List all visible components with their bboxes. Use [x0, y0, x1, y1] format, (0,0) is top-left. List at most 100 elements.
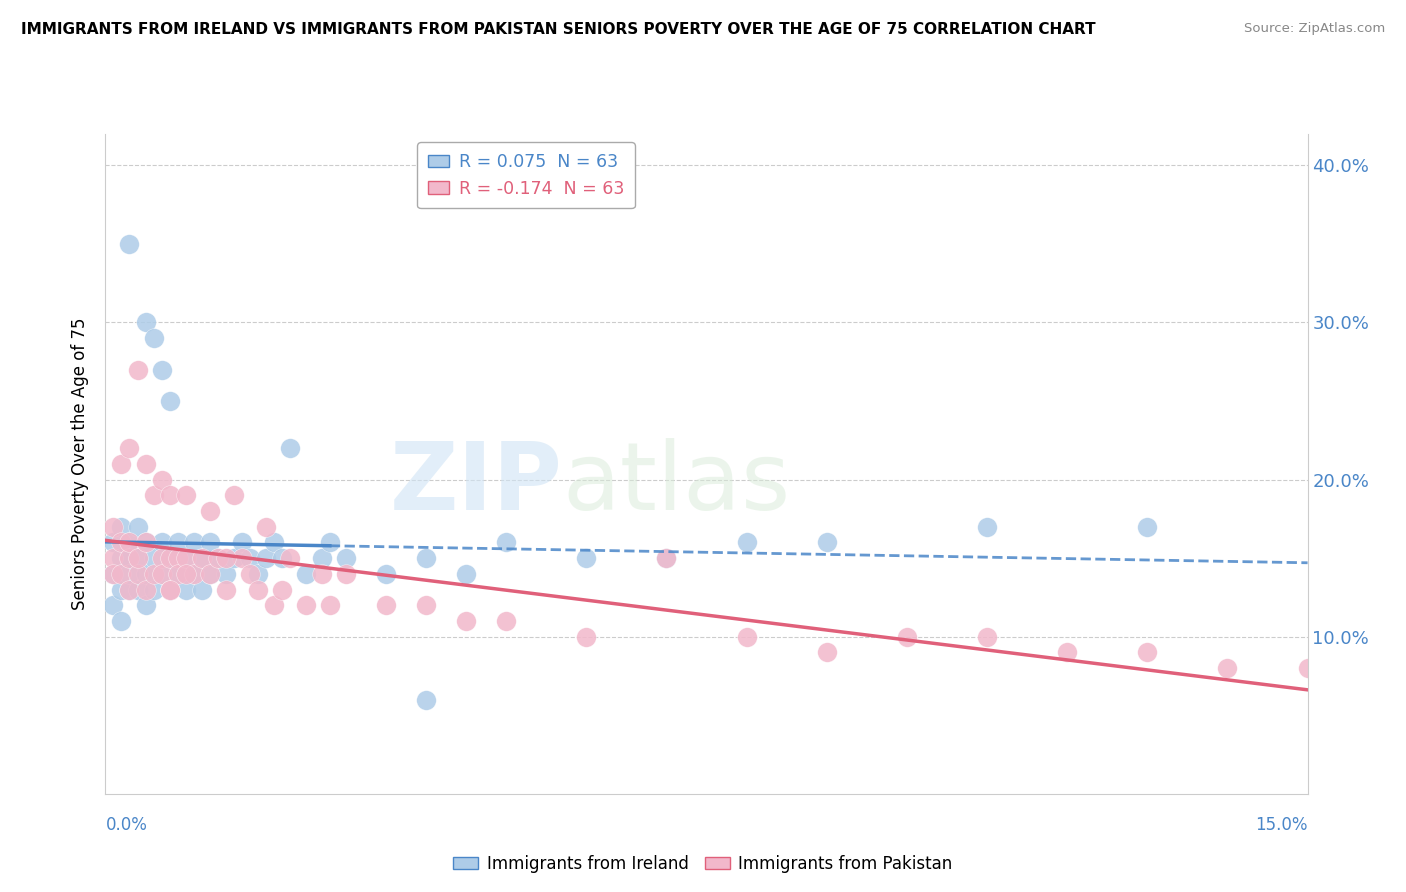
- Text: atlas: atlas: [562, 438, 790, 530]
- Point: [110, 551, 132, 566]
- Point: [118, 236, 141, 251]
- Point: [103, 566, 125, 581]
- Point: [246, 582, 269, 597]
- Point: [263, 599, 285, 613]
- Point: [374, 599, 398, 613]
- Point: [415, 692, 437, 706]
- Point: [655, 551, 678, 566]
- Point: [198, 566, 221, 581]
- Point: [1056, 645, 1078, 659]
- Point: [118, 535, 141, 549]
- Point: [495, 535, 517, 549]
- Point: [174, 566, 197, 581]
- Point: [127, 551, 149, 566]
- Point: [110, 582, 132, 597]
- Point: [150, 473, 173, 487]
- Point: [110, 519, 132, 533]
- Point: [103, 535, 125, 549]
- Point: [454, 566, 477, 581]
- Point: [127, 551, 149, 566]
- Point: [150, 362, 173, 376]
- Point: [655, 551, 678, 566]
- Point: [311, 551, 333, 566]
- Point: [118, 566, 141, 581]
- Point: [103, 599, 125, 613]
- Point: [254, 519, 277, 533]
- Text: 15.0%: 15.0%: [1256, 816, 1308, 834]
- Point: [278, 441, 301, 455]
- Point: [335, 551, 357, 566]
- Point: [127, 566, 149, 581]
- Point: [214, 566, 236, 581]
- Point: [319, 599, 342, 613]
- Point: [183, 566, 205, 581]
- Point: [166, 566, 188, 581]
- Point: [118, 535, 141, 549]
- Point: [239, 566, 262, 581]
- Point: [174, 582, 197, 597]
- Point: [159, 488, 181, 502]
- Point: [159, 551, 181, 566]
- Point: [103, 566, 125, 581]
- Point: [415, 551, 437, 566]
- Point: [1216, 661, 1239, 675]
- Point: [222, 551, 245, 566]
- Point: [335, 566, 357, 581]
- Point: [374, 566, 398, 581]
- Point: [118, 441, 141, 455]
- Point: [190, 551, 212, 566]
- Point: [295, 599, 318, 613]
- Legend: R = 0.075  N = 63, R = -0.174  N = 63: R = 0.075 N = 63, R = -0.174 N = 63: [418, 143, 636, 208]
- Point: [174, 551, 197, 566]
- Point: [278, 551, 301, 566]
- Point: [166, 566, 188, 581]
- Point: [319, 535, 342, 549]
- Point: [150, 551, 173, 566]
- Point: [575, 551, 598, 566]
- Point: [110, 457, 132, 471]
- Point: [735, 535, 758, 549]
- Point: [207, 551, 229, 566]
- Point: [103, 519, 125, 533]
- Point: [1296, 661, 1319, 675]
- Point: [311, 566, 333, 581]
- Text: 0.0%: 0.0%: [105, 816, 148, 834]
- Point: [246, 566, 269, 581]
- Point: [135, 599, 157, 613]
- Point: [166, 535, 188, 549]
- Point: [135, 535, 157, 549]
- Point: [174, 551, 197, 566]
- Point: [135, 535, 157, 549]
- Point: [222, 488, 245, 502]
- Point: [495, 614, 517, 628]
- Point: [150, 535, 173, 549]
- Point: [118, 582, 141, 597]
- Point: [110, 535, 132, 549]
- Point: [142, 331, 165, 345]
- Point: [735, 630, 758, 644]
- Point: [150, 566, 173, 581]
- Point: [166, 551, 188, 566]
- Point: [815, 535, 838, 549]
- Point: [198, 535, 221, 549]
- Point: [454, 614, 477, 628]
- Point: [1136, 519, 1159, 533]
- Text: IMMIGRANTS FROM IRELAND VS IMMIGRANTS FROM PAKISTAN SENIORS POVERTY OVER THE AGE: IMMIGRANTS FROM IRELAND VS IMMIGRANTS FR…: [21, 22, 1095, 37]
- Point: [1136, 645, 1159, 659]
- Legend: Immigrants from Ireland, Immigrants from Pakistan: Immigrants from Ireland, Immigrants from…: [447, 848, 959, 880]
- Point: [103, 551, 125, 566]
- Point: [214, 582, 236, 597]
- Point: [214, 551, 236, 566]
- Point: [198, 566, 221, 581]
- Point: [118, 582, 141, 597]
- Point: [183, 566, 205, 581]
- Text: ZIP: ZIP: [389, 438, 562, 530]
- Point: [896, 630, 918, 644]
- Point: [159, 582, 181, 597]
- Point: [976, 630, 998, 644]
- Point: [207, 551, 229, 566]
- Point: [159, 394, 181, 409]
- Point: [190, 582, 212, 597]
- Point: [415, 599, 437, 613]
- Point: [135, 457, 157, 471]
